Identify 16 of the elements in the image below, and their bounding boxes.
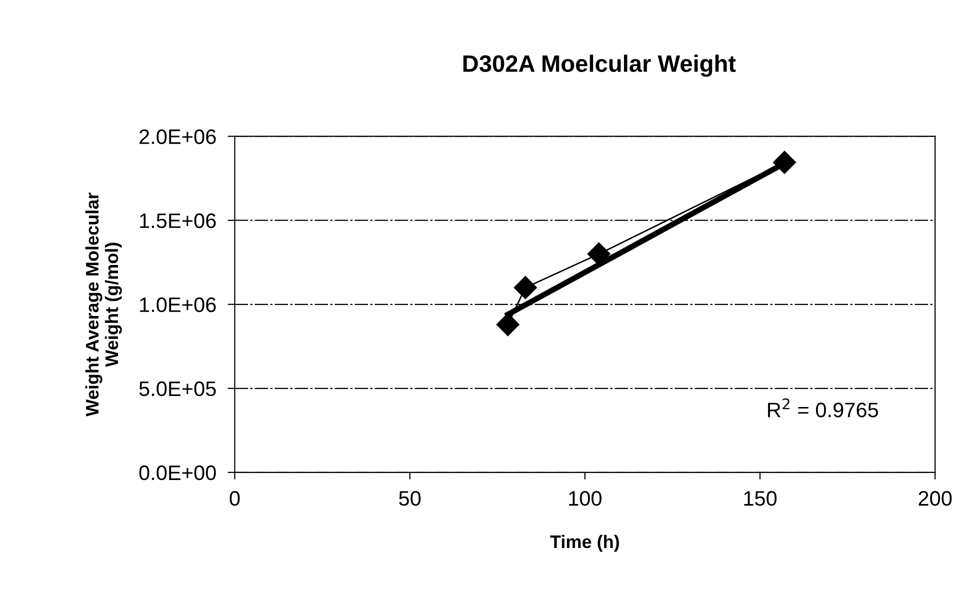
y-tick-label: 0.0E+00 bbox=[139, 465, 216, 480]
x-tick-label: 50 bbox=[399, 491, 421, 506]
x-tick-label: 100 bbox=[569, 491, 602, 506]
point bbox=[514, 276, 537, 300]
chart-title: D302A Moelcular Weight bbox=[463, 54, 736, 77]
annotation: R$^{2}$ = 0.9765 bbox=[768, 398, 878, 418]
y-tick-label: 1.0E+06 bbox=[140, 297, 216, 312]
y-tick-label: 2.0E+06 bbox=[140, 129, 216, 144]
x-tick-label: 150 bbox=[744, 491, 777, 506]
x-tick-label: 0 bbox=[230, 491, 240, 506]
y-axis-title: Weight Average Molecular Weight (g/mol) bbox=[85, 192, 122, 416]
x-axis-title: Time (h) bbox=[550, 534, 619, 552]
point bbox=[496, 313, 520, 336]
x-tick-label: 200 bbox=[918, 491, 952, 506]
y-tick-label: 1.5E+06 bbox=[140, 213, 216, 228]
y-tick-label: 5.0E+05 bbox=[139, 381, 216, 396]
